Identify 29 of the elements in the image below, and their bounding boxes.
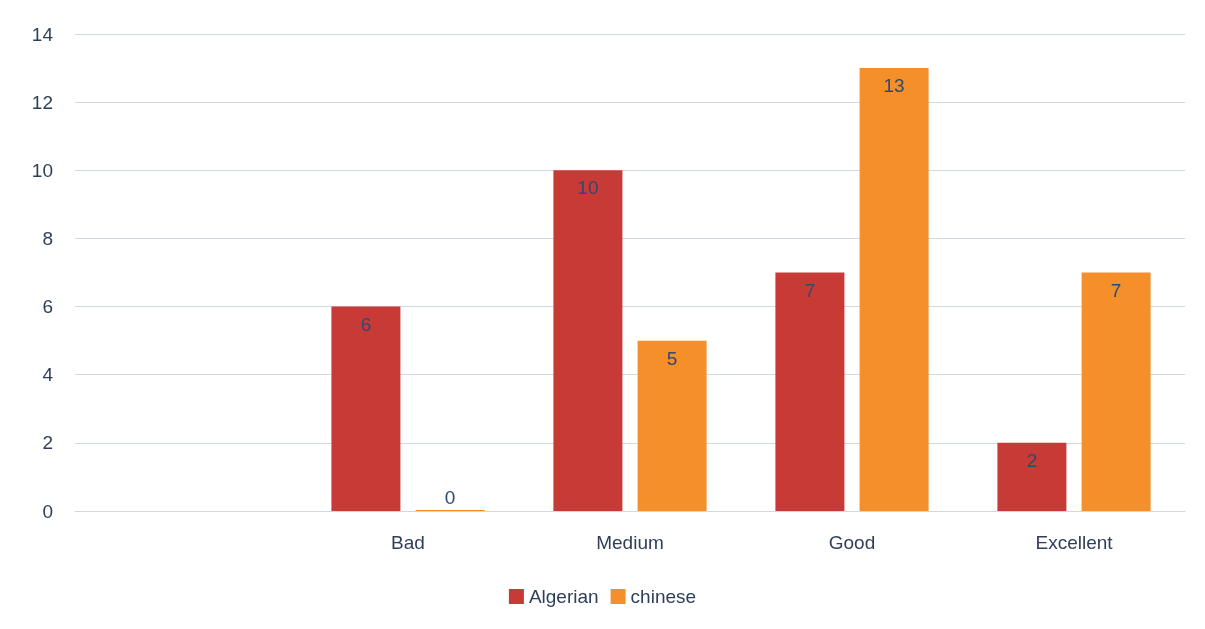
bar (637, 340, 707, 511)
legend-label: chinese (630, 586, 697, 607)
legend-label: Algerian (528, 586, 599, 607)
x-tick-label: Good (828, 532, 876, 553)
x-tick-label: Medium (596, 532, 664, 553)
x-tick-label: Bad (391, 532, 425, 553)
bar (997, 442, 1067, 511)
y-tick-label: 8 (42, 227, 53, 249)
bar (859, 68, 929, 511)
bar (331, 306, 401, 511)
data-label: 13 (883, 75, 905, 97)
data-label: 7 (804, 279, 816, 301)
bar (775, 272, 845, 511)
y-tick-label: 4 (42, 364, 54, 386)
data-label: 2 (1026, 449, 1038, 471)
bar (553, 170, 623, 511)
y-tick-label: 10 (31, 159, 53, 181)
bar (1081, 272, 1151, 511)
y-tick-label: 2 (42, 432, 53, 454)
y-tick-label: 6 (42, 296, 53, 318)
data-label: 0 (444, 487, 456, 508)
y-tick-label: 14 (31, 23, 54, 45)
data-label: 7 (1110, 279, 1122, 301)
data-label: 6 (360, 313, 372, 335)
y-tick-label: 12 (31, 91, 53, 113)
data-label: 10 (577, 177, 599, 199)
y-tick-label: 0 (42, 500, 53, 522)
data-label: 5 (666, 347, 678, 369)
x-tick-label: Excellent (1035, 532, 1114, 553)
